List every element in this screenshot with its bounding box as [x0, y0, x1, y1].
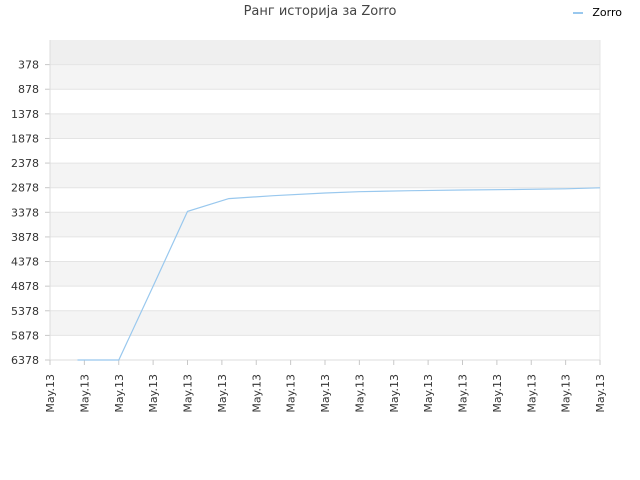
plot-band — [50, 310, 600, 336]
y-tick-label: 4378 — [11, 256, 39, 269]
plot-band — [50, 335, 600, 360]
plot-band — [50, 40, 600, 65]
x-tick-label: May.13 — [44, 374, 57, 413]
x-tick-label: May.13 — [457, 374, 470, 413]
x-tick-label: May.13 — [113, 374, 126, 413]
x-tick-label: May.13 — [594, 374, 607, 413]
plot-band — [50, 113, 600, 139]
x-tick-label: May.13 — [319, 374, 332, 413]
y-tick-label: 1378 — [11, 108, 39, 121]
x-tick-label: May.13 — [285, 374, 298, 413]
x-tick-label: May.13 — [353, 374, 366, 413]
plot-band — [50, 261, 600, 287]
plot-band — [50, 212, 600, 237]
x-tick-label: May.13 — [216, 374, 229, 413]
y-tick-label: 3878 — [11, 231, 39, 244]
y-tick-label: 1878 — [11, 132, 39, 145]
y-tick-label: 5378 — [11, 305, 39, 318]
y-tick-label: 878 — [18, 83, 39, 96]
x-tick-label: May.13 — [388, 374, 401, 413]
plot-band — [50, 187, 600, 213]
y-tick-label: 378 — [18, 59, 39, 72]
x-tick-label: May.13 — [182, 374, 195, 413]
x-tick-label: May.13 — [491, 374, 504, 413]
plot-band — [50, 163, 600, 188]
x-tick-label: May.13 — [147, 374, 160, 413]
chart-title: Ранг историја за Zorro — [243, 4, 397, 19]
x-tick-label: May.13 — [78, 374, 91, 413]
plot-band — [50, 286, 600, 311]
y-tick-label: 6378 — [11, 354, 39, 367]
plot-band — [50, 64, 600, 90]
x-tick-label: May.13 — [560, 374, 573, 413]
legend-label: Zorro — [592, 6, 622, 19]
x-tick-label: May.13 — [250, 374, 263, 413]
plot-band — [50, 236, 600, 262]
y-tick-label: 3378 — [11, 206, 39, 219]
x-tick-label: May.13 — [525, 374, 538, 413]
series-line-zorro — [77, 187, 601, 361]
plot-band — [50, 138, 600, 164]
x-tick-label: May.13 — [422, 374, 435, 413]
y-tick-label: 2378 — [11, 157, 39, 170]
legend-swatch — [573, 11, 584, 14]
plot-band — [50, 89, 600, 114]
y-tick-label: 2878 — [11, 182, 39, 195]
legend: Zorro — [573, 6, 622, 19]
y-tick-label: 5878 — [11, 329, 39, 342]
y-tick-label: 4878 — [11, 280, 39, 293]
